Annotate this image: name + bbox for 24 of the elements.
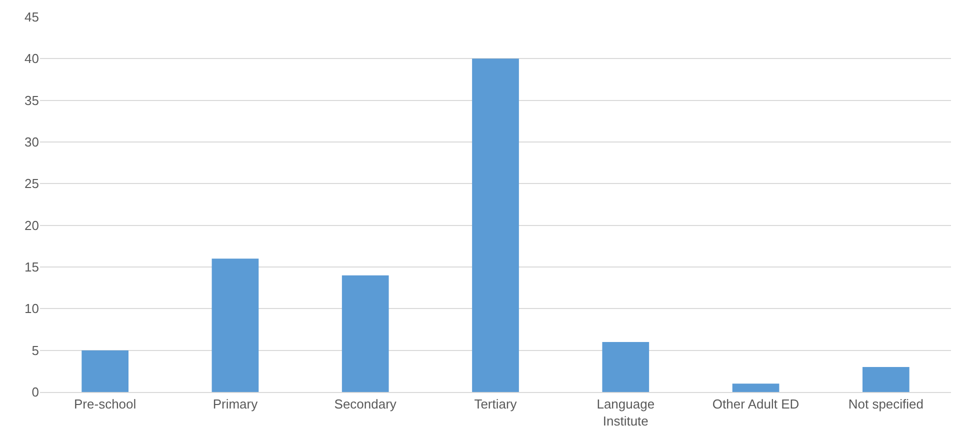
bar (472, 58, 519, 392)
x-tick-label: Other Adult ED (712, 396, 800, 412)
y-tick-label: 10 (24, 301, 39, 316)
bar (342, 275, 389, 392)
x-tick-label: Primary (212, 396, 258, 412)
y-tick-label: 5 (32, 342, 39, 358)
bar (862, 367, 910, 392)
x-tick-label: Language Institute (596, 396, 655, 428)
x-tick-label: Tertiary (474, 396, 518, 412)
y-tick-label: 20 (24, 218, 39, 233)
y-tick-label: 45 (24, 10, 39, 25)
y-tick-label: 35 (24, 92, 39, 108)
bar (82, 350, 128, 392)
bar (602, 342, 650, 392)
bar (732, 384, 780, 392)
x-tick-label: Pre-school (74, 396, 136, 412)
x-tick-label: Secondary (334, 396, 397, 412)
y-tick-label: 25 (24, 176, 39, 192)
y-tick-label: 0 (32, 384, 39, 400)
y-tick-label: 40 (24, 51, 39, 66)
x-tick-label: Not specified (848, 396, 924, 412)
y-tick-label: 30 (24, 134, 39, 150)
y-tick-label: 15 (24, 260, 39, 275)
bar (212, 258, 259, 392)
